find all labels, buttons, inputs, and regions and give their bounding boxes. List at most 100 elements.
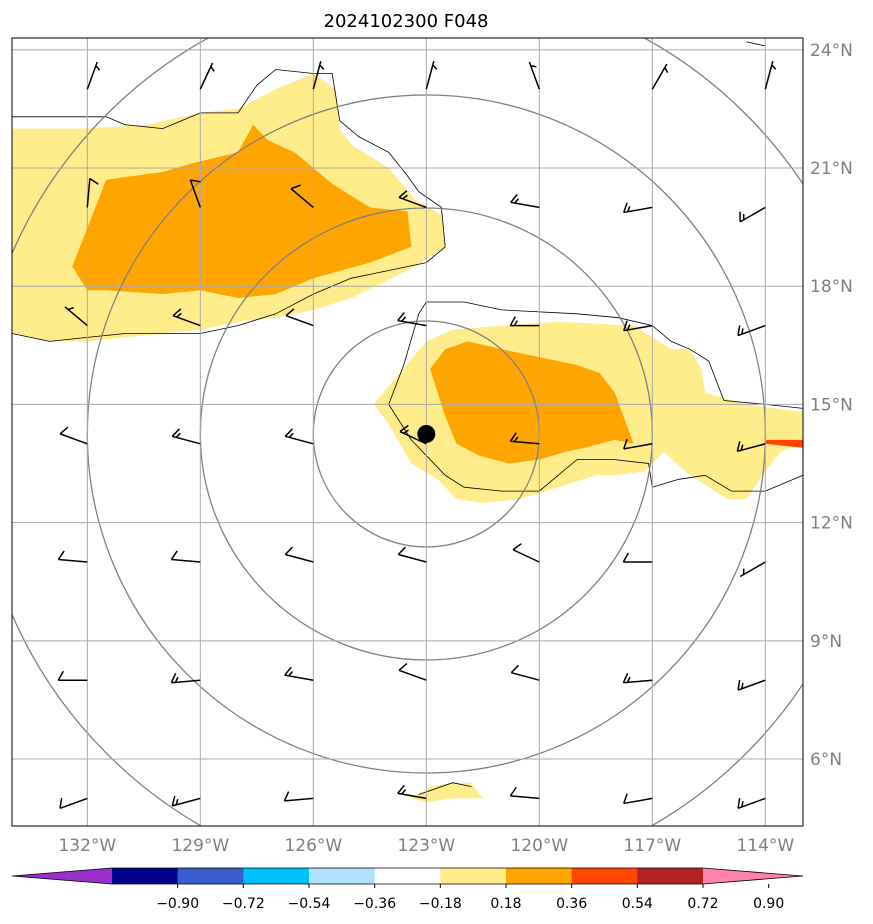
wind-barb (64, 306, 88, 327)
colorbar-segment (112, 868, 179, 884)
colorbar-tick-label: 0.36 (556, 896, 587, 912)
wind-barb (737, 324, 766, 337)
wind-barb (86, 61, 101, 90)
map-frame (11, 37, 804, 827)
colorbar-segment (440, 868, 507, 884)
wind-barb (528, 61, 541, 90)
map-title: 2024102300 F048 (324, 11, 489, 32)
wind-barb (739, 206, 766, 223)
colorbar-tick-label: 0.18 (490, 896, 521, 912)
lat-tick-label: 24°N (810, 41, 853, 61)
wind-barb (622, 552, 653, 563)
colorbar-tick-label: 0.54 (622, 896, 653, 912)
colorbar: −0.90 −0.72 −0.54 −0.36 −0.18 0.18 0.36 0.54 0.7… (11, 867, 804, 912)
lon-tick-label: 120°W (510, 836, 568, 856)
wind-barb (510, 664, 540, 681)
colorbar-segment (637, 868, 704, 884)
shaded-region-dark (430, 341, 634, 464)
wind-barb (509, 316, 540, 327)
longitude-labels: 132°W 129°W 126°W 123°W 120°W 117°W 114°W (58, 836, 794, 856)
wind-barb (59, 426, 88, 445)
wind-barb (651, 63, 669, 90)
colorbar-extend-high (703, 868, 803, 884)
lat-tick-label: 9°N (810, 632, 842, 652)
wind-barb (739, 561, 766, 578)
lon-tick-label: 132°W (58, 836, 116, 856)
wind-barb (397, 312, 427, 327)
wind-barb (171, 428, 201, 445)
wind-barb (736, 441, 766, 453)
wind-barb (171, 795, 201, 807)
wind-barb (285, 308, 314, 327)
colorbar-tick-label: 0.72 (687, 896, 718, 912)
wind-barb (170, 550, 201, 563)
colorbar-segment (571, 868, 638, 884)
wind-barb (512, 543, 540, 563)
wind-barb (623, 202, 653, 214)
lat-tick-label: 15°N (810, 395, 853, 415)
storm-center-dot (417, 424, 436, 443)
lon-tick-label: 114°W (736, 836, 794, 856)
shaded-region-light (411, 782, 483, 803)
lon-tick-label: 117°W (623, 836, 681, 856)
wind-barb (199, 62, 215, 90)
lat-tick-label: 12°N (810, 514, 853, 534)
lat-tick-label: 6°N (810, 750, 842, 770)
contour-line (746, 41, 766, 47)
colorbar-tick-label: 0.90 (753, 896, 784, 912)
wind-barb (57, 670, 88, 681)
wind-barb (86, 177, 99, 208)
wind-barb (172, 308, 201, 327)
wind-barb (397, 784, 427, 800)
colorbar-tick-label: −0.36 (353, 896, 396, 912)
wind-barb (623, 438, 653, 450)
shaded-region-dark (72, 124, 412, 298)
wind-barb (509, 786, 540, 800)
lon-tick-label: 126°W (284, 836, 342, 856)
wind-barb (189, 179, 202, 208)
shaded-fields (12, 73, 803, 803)
wind-barb (398, 190, 427, 209)
colorbar-extend-low (12, 868, 112, 884)
wind-barb (284, 546, 314, 563)
wind-barb (170, 673, 201, 684)
wind-barb (312, 60, 325, 90)
wind-barb (283, 791, 314, 802)
wind-barb (397, 546, 427, 563)
wind-barb (764, 60, 777, 90)
wind-barb (737, 679, 766, 691)
lon-tick-label: 129°W (171, 836, 229, 856)
lat-tick-label: 18°N (810, 277, 853, 297)
lat-tick-label: 21°N (810, 159, 853, 179)
storm-center-layer (417, 424, 436, 443)
wind-barb (622, 673, 653, 684)
map-plot-area (12, 38, 803, 826)
wind-barb (737, 797, 766, 810)
colorbar-tick-label: −0.90 (156, 896, 199, 912)
wind-barb (290, 184, 314, 208)
wind-barb (284, 666, 314, 681)
wind-barb (284, 428, 314, 445)
colorbar-tick-label: −0.54 (288, 896, 331, 912)
wind-barb (509, 432, 540, 445)
colorbar-segment (374, 868, 441, 884)
wind-barb (425, 60, 438, 90)
wind-barb (59, 797, 88, 810)
latitude-labels: 24°N 21°N 18°N 15°N 12°N 9°N 6°N (810, 41, 853, 770)
contour-outlines (12, 41, 803, 795)
colorbar-segment (309, 868, 376, 884)
wind-barbs (57, 60, 777, 810)
contour-line (388, 301, 803, 409)
contour-line (418, 782, 472, 795)
wind-barb (398, 662, 427, 681)
colorbar-tick-label: −0.72 (222, 896, 265, 912)
colorbar-segment (243, 868, 310, 884)
contour-line (388, 404, 803, 492)
wind-barb (623, 793, 653, 805)
colorbar-segment (177, 868, 244, 884)
shaded-region-red (765, 439, 803, 448)
lon-tick-label: 123°W (397, 836, 455, 856)
contour-line (12, 69, 446, 342)
colorbar-tick-label: −0.18 (419, 896, 462, 912)
